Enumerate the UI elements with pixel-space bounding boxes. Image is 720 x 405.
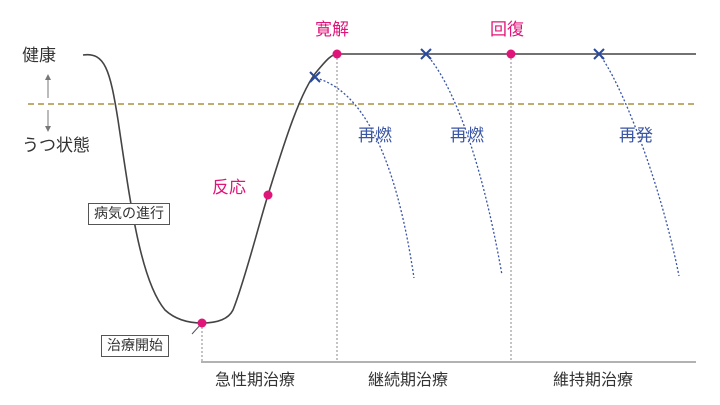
response-dot bbox=[263, 190, 273, 200]
recovery-dot bbox=[506, 49, 516, 59]
recurrence-label: 再発 bbox=[619, 126, 653, 146]
relapse-marker-1-icon bbox=[309, 71, 321, 83]
phase-maintenance-label: 維持期治療 bbox=[553, 370, 634, 389]
response-label: 反応 bbox=[212, 178, 246, 198]
relapse-marker-2-icon bbox=[420, 48, 432, 60]
relapse-label-1: 再燃 bbox=[358, 126, 392, 146]
treatment-start-dot bbox=[197, 318, 207, 328]
relapse-curve-1 bbox=[315, 77, 415, 279]
relapse-curve-2 bbox=[425, 53, 503, 276]
healthy-label: 健康 bbox=[22, 46, 56, 66]
relapse-label-2: 再燃 bbox=[450, 126, 484, 146]
recovery-label: 回復 bbox=[490, 20, 524, 40]
phase-continuation-label: 継続期治療 bbox=[368, 370, 449, 389]
depressed-label: うつ状態 bbox=[22, 136, 90, 156]
phase-acute-label: 急性期治療 bbox=[215, 370, 296, 389]
recurrence-curve bbox=[598, 53, 680, 277]
disease-course-curve bbox=[82, 53, 696, 324]
remission-dot bbox=[332, 49, 342, 59]
disease-progression-callout: 病気の進行 bbox=[88, 203, 170, 225]
recurrence-marker-icon bbox=[593, 48, 605, 60]
treatment-start-callout: 治療開始 bbox=[101, 335, 169, 357]
remission-label: 寛解 bbox=[315, 20, 349, 40]
up-down-arrow-icon bbox=[45, 74, 51, 132]
